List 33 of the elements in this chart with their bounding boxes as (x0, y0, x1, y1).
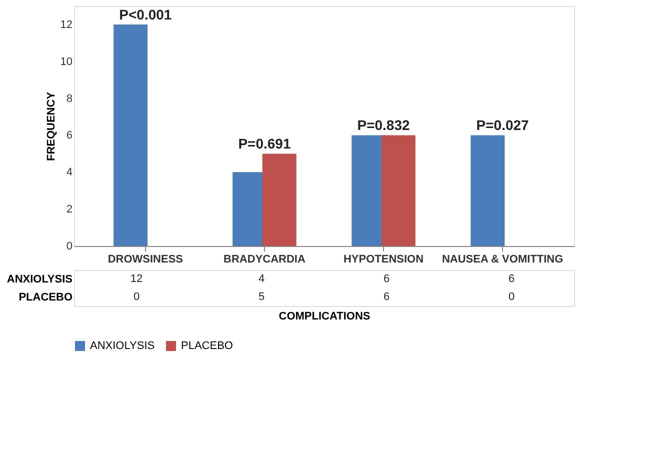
annotation: P<0.001 (119, 6, 172, 22)
text: ANXIOLYSIS (6, 274, 72, 286)
text: PLACEBO (18, 292, 72, 304)
y-tick-label: 4 (66, 166, 72, 179)
x-axis-title: COMPLICATIONS (278, 310, 370, 322)
x-tick-label: DROWSINESS (108, 254, 184, 266)
y-tick-label: 6 (66, 130, 72, 142)
legend-label: PLACEBO (181, 340, 234, 352)
data-label: 5 (258, 291, 265, 303)
data-label: 6 (383, 273, 390, 285)
legend-label: ANXIOLYSIS (90, 340, 155, 352)
bar (262, 154, 296, 246)
y-axis-title: FREQUENCY (45, 91, 58, 162)
y-tick-label: 10 (60, 56, 72, 68)
x-tick-label: NAUSEA & VOMITTING (442, 254, 564, 266)
x-tick-label: HYPOTENSION (343, 254, 424, 266)
data-label: 0 (508, 291, 515, 303)
bar (470, 135, 505, 246)
data-label: 0 (133, 291, 140, 303)
annotation: P=0.027 (476, 117, 530, 134)
y-tick-label: 0 (66, 240, 72, 252)
bar (381, 135, 416, 246)
annotation: P=0.691 (238, 136, 291, 152)
annotation: P=0.832 (357, 117, 410, 134)
y-tick-label: 12 (60, 18, 72, 31)
data-label: 12 (130, 273, 143, 285)
y-tick-label: 8 (66, 92, 72, 105)
data-label: 4 (258, 273, 265, 285)
x-tick-label: BRADYCARDIA (224, 254, 306, 266)
y-tick-label: 2 (66, 204, 72, 216)
bar (114, 24, 148, 246)
data-label: 6 (383, 291, 390, 303)
data-label: 6 (508, 273, 515, 285)
